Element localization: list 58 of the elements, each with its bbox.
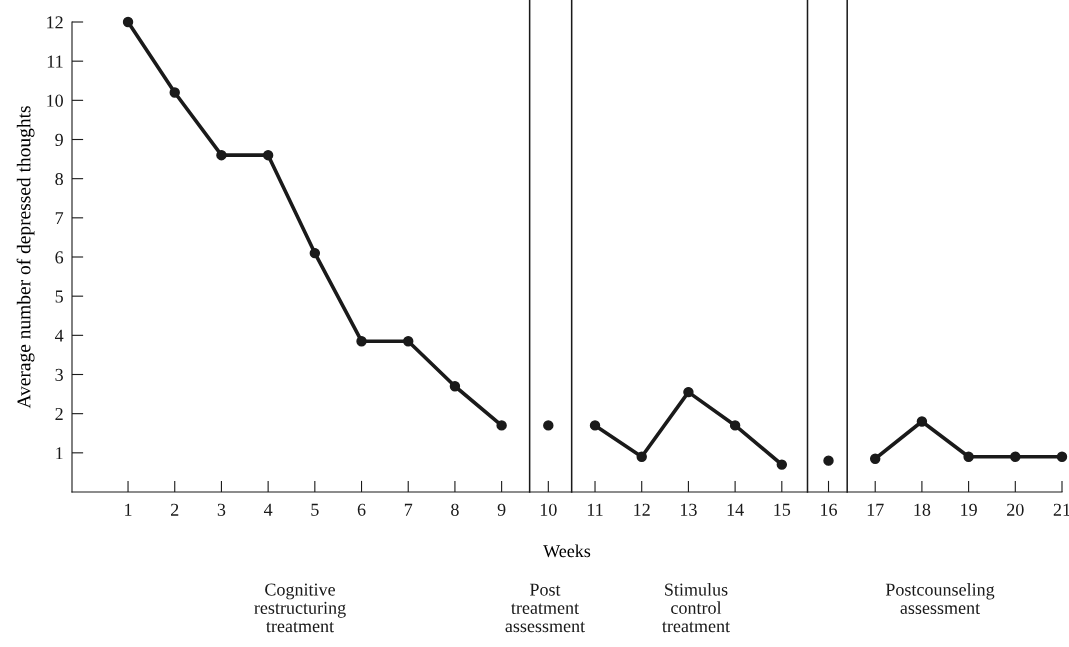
x-tick-label: 20 <box>1007 503 1024 516</box>
point <box>309 247 321 259</box>
x-tick-label: 16 <box>821 503 837 516</box>
x-tick-label: 3 <box>217 503 226 516</box>
y-tick-label: 9 <box>55 133 63 146</box>
point <box>403 335 414 347</box>
y-tick-label: 5 <box>55 290 63 303</box>
x-tick-label: 15 <box>774 503 791 516</box>
point <box>589 420 601 431</box>
point <box>1056 451 1068 462</box>
y-tick-label: 4 <box>54 329 64 342</box>
y-tick-label: 3 <box>55 368 63 381</box>
point <box>262 149 274 161</box>
y-tick-label: 8 <box>55 172 63 186</box>
x-tick-label: 8 <box>451 503 459 516</box>
y-tick-label: 12 <box>47 16 63 29</box>
point <box>776 459 788 470</box>
x-axis-title: Weeks <box>543 544 591 558</box>
y-axis-title: Average number of depressed thoughts <box>16 106 35 409</box>
x-tick-label: 11 <box>587 503 603 516</box>
y-tick-label: 6 <box>55 251 64 264</box>
x-tick-label: 9 <box>497 503 506 516</box>
point <box>636 451 647 462</box>
point <box>916 416 928 427</box>
x-tick-label: 1 <box>125 503 132 516</box>
x-tick-label: 5 <box>311 503 319 516</box>
point <box>1010 451 1021 462</box>
x-tick-label: 19 <box>961 503 977 516</box>
y-tick-label: 10 <box>47 94 63 107</box>
point <box>122 16 134 28</box>
point <box>356 335 367 347</box>
point <box>216 149 227 161</box>
point <box>963 451 974 462</box>
x-tick-label: 13 <box>680 503 697 516</box>
point <box>869 453 881 464</box>
text: Post treatment assessment <box>505 583 586 633</box>
point <box>729 420 741 431</box>
text: Stimulus control treatment <box>662 583 730 633</box>
x-tick-label: 4 <box>263 503 273 516</box>
x-tick-label: 17 <box>867 503 884 516</box>
x-tick-label: 6 <box>357 503 366 516</box>
point <box>449 381 461 392</box>
x-tick-label: 18 <box>914 503 931 516</box>
x-tick-label: 2 <box>171 503 179 516</box>
x-tick-label: 10 <box>540 503 557 516</box>
point <box>496 420 507 431</box>
point <box>169 87 180 98</box>
text: Postcounseling assessment <box>885 583 995 615</box>
x-tick-label: 14 <box>727 503 744 516</box>
y-tick-label: 7 <box>55 212 64 225</box>
point <box>683 386 694 398</box>
x-tick-label: 21 <box>1053 503 1069 516</box>
y-tick-label: 2 <box>55 407 63 420</box>
y-tick-label: 11 <box>47 55 63 68</box>
text: Cognitive restructuring treatment <box>254 583 346 633</box>
x-tick-label: 12 <box>634 503 650 516</box>
y-tick-label: 1 <box>56 447 63 460</box>
x-tick-label: 7 <box>404 503 413 516</box>
